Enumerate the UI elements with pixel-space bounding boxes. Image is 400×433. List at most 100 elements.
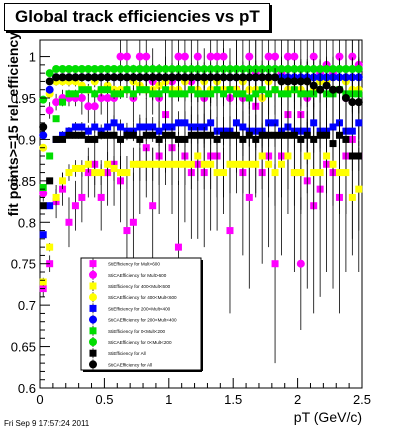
data-point bbox=[149, 202, 157, 210]
x-tick-label: 1.5 bbox=[224, 392, 242, 407]
data-point bbox=[46, 152, 54, 160]
data-point bbox=[278, 131, 285, 139]
legend-marker bbox=[89, 327, 97, 335]
y-tick-label: 0.85 bbox=[11, 174, 36, 189]
data-point bbox=[258, 73, 267, 82]
data-point bbox=[78, 123, 86, 131]
data-point bbox=[116, 65, 125, 73]
data-point bbox=[84, 135, 92, 143]
data-point bbox=[252, 90, 260, 98]
data-point bbox=[213, 52, 222, 61]
data-point bbox=[303, 131, 311, 139]
data-point bbox=[39, 231, 47, 239]
legend-label: StiEfficiency for 400<Mult<600 bbox=[108, 284, 171, 289]
legend-label: StiEfficiency for 0<Mult<200 bbox=[108, 329, 166, 334]
data-point bbox=[194, 152, 202, 160]
data-point bbox=[52, 193, 60, 201]
data-point bbox=[303, 152, 311, 160]
data-point bbox=[168, 123, 176, 131]
data-point bbox=[245, 160, 253, 168]
data-point bbox=[193, 73, 202, 82]
data-point bbox=[97, 169, 105, 177]
data-point bbox=[142, 123, 150, 131]
data-point bbox=[65, 218, 73, 226]
data-point bbox=[207, 90, 215, 98]
data-point bbox=[110, 90, 118, 98]
data-point bbox=[335, 52, 344, 61]
data-point bbox=[162, 86, 170, 94]
data-point bbox=[161, 65, 170, 73]
data-point bbox=[329, 65, 338, 73]
data-point bbox=[309, 81, 318, 90]
data-point bbox=[123, 131, 131, 139]
data-point bbox=[180, 65, 189, 73]
data-point bbox=[213, 169, 221, 177]
data-point bbox=[84, 65, 93, 73]
data-point bbox=[213, 73, 222, 82]
data-point bbox=[239, 123, 247, 131]
data-point bbox=[278, 90, 285, 98]
data-point bbox=[180, 52, 189, 61]
data-point bbox=[59, 135, 67, 143]
data-point bbox=[348, 127, 356, 135]
data-point bbox=[297, 169, 305, 177]
legend-label: StiEfficiency for Mult>600 bbox=[108, 262, 160, 267]
data-point bbox=[97, 73, 106, 82]
chart-title: Global track efficiencies vs pT bbox=[15, 7, 260, 26]
data-point bbox=[110, 131, 118, 139]
data-point bbox=[316, 169, 324, 177]
data-point bbox=[148, 73, 157, 82]
data-point bbox=[122, 65, 131, 73]
data-point bbox=[206, 73, 215, 82]
data-point bbox=[155, 90, 163, 98]
data-point bbox=[271, 119, 279, 127]
data-point bbox=[104, 123, 112, 131]
data-point bbox=[283, 77, 292, 86]
data-point bbox=[277, 65, 286, 73]
data-point bbox=[52, 65, 61, 73]
data-point bbox=[71, 123, 79, 131]
data-point bbox=[71, 65, 80, 73]
data-point bbox=[39, 278, 47, 286]
data-point bbox=[45, 69, 54, 78]
data-point bbox=[64, 65, 73, 73]
data-point bbox=[232, 65, 241, 73]
data-point bbox=[354, 98, 363, 107]
data-point bbox=[271, 73, 280, 82]
data-point bbox=[258, 131, 266, 139]
data-point bbox=[290, 131, 298, 139]
data-point bbox=[174, 243, 182, 251]
data-point bbox=[322, 81, 331, 90]
data-point bbox=[110, 65, 119, 73]
data-point bbox=[122, 73, 131, 82]
legend-label: StiCAEfficiency for Mult>600 bbox=[108, 273, 167, 278]
data-point bbox=[117, 169, 124, 177]
data-point bbox=[264, 52, 273, 61]
data-point bbox=[46, 202, 54, 210]
data-point bbox=[90, 65, 99, 73]
y-tick-label: 0.9 bbox=[18, 132, 36, 147]
data-point bbox=[271, 131, 279, 139]
data-point bbox=[329, 160, 337, 168]
data-point bbox=[232, 131, 240, 139]
data-point bbox=[187, 65, 196, 73]
data-point bbox=[155, 160, 163, 168]
data-point bbox=[187, 73, 196, 82]
data-point bbox=[193, 65, 202, 73]
data-point bbox=[245, 131, 253, 139]
data-point bbox=[39, 131, 48, 140]
data-point bbox=[117, 135, 124, 143]
data-point bbox=[129, 131, 137, 139]
data-point bbox=[303, 77, 312, 86]
y-tick-label: 0.95 bbox=[11, 91, 36, 106]
data-point bbox=[239, 135, 247, 143]
data-point bbox=[135, 52, 144, 61]
legend-box bbox=[80, 257, 202, 371]
data-point bbox=[91, 135, 99, 143]
data-point bbox=[155, 65, 164, 73]
data-point bbox=[103, 94, 112, 102]
data-point bbox=[335, 85, 344, 94]
data-point bbox=[225, 65, 234, 73]
legend-label: StiCAEfficiency for 400<Mult<600 bbox=[108, 295, 177, 300]
data-point bbox=[168, 131, 176, 139]
